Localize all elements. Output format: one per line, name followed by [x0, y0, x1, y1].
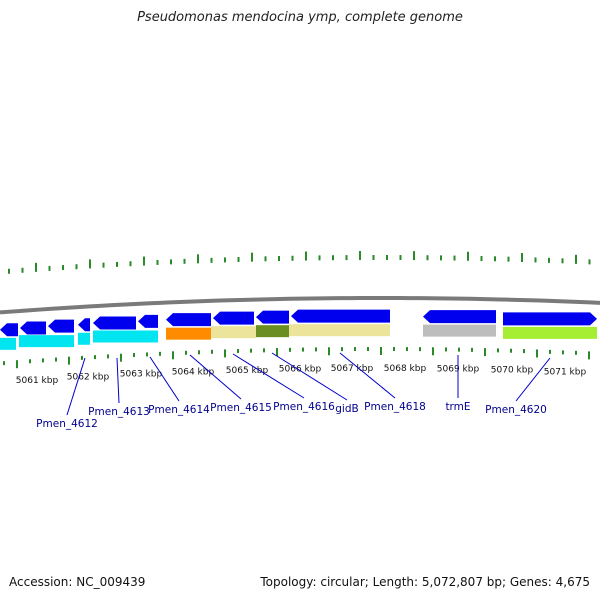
gene-label-leader [271, 352, 348, 401]
gene-feature-block[interactable] [503, 326, 597, 339]
gene-label[interactable]: Pmen_4613 [88, 406, 150, 418]
kbp-scale-label: 5063 kbp [120, 370, 163, 380]
forward-gene-arrow[interactable] [0, 323, 18, 337]
gene-label[interactable]: gidB [335, 403, 358, 415]
forward-gene-arrow[interactable] [423, 310, 496, 324]
accession-text: Accession: NC_009439 [9, 575, 146, 589]
gene-label[interactable]: Pmen_4616 [273, 401, 335, 413]
gene-feature-block[interactable] [423, 324, 496, 337]
forward-gene-arrow[interactable] [93, 316, 136, 330]
gene-label[interactable]: trmE [445, 401, 470, 413]
genome-backbone [0, 295, 600, 315]
gene-feature-block[interactable] [256, 325, 289, 338]
gene-label-leader [116, 357, 120, 404]
forward-gene-arrow[interactable] [213, 311, 254, 325]
gene-feature-block[interactable] [211, 326, 256, 339]
kbp-scale-label: 5066 kbp [279, 365, 322, 375]
kbp-scale-label: 5067 kbp [331, 364, 374, 374]
gene-label[interactable]: Pmen_4620 [485, 404, 547, 416]
forward-gene-arrow[interactable] [291, 309, 390, 323]
gene-label-leader [66, 357, 86, 416]
gene-label-leader [232, 353, 305, 399]
kbp-scale-label: 5068 kbp [384, 364, 427, 374]
kbp-scale-label: 5071 kbp [544, 367, 587, 377]
gene-feature-block[interactable] [0, 337, 16, 350]
kbp-scale-label: 5065 kbp [226, 366, 269, 376]
kbp-scale-label: 5070 kbp [491, 366, 534, 376]
forward-gene-arrow[interactable] [503, 312, 597, 326]
gene-label-leader [515, 357, 551, 402]
map-title: Pseudomonas mendocina ymp, complete geno… [137, 10, 463, 25]
forward-gene-arrow[interactable] [256, 310, 289, 324]
gene-feature-block[interactable] [289, 324, 390, 337]
forward-gene-arrow[interactable] [138, 314, 158, 328]
forward-gene-arrow[interactable] [48, 319, 74, 333]
gene-label-leader [149, 356, 180, 402]
forward-gene-arrow[interactable] [166, 313, 211, 327]
gene-label[interactable]: Pmen_4612 [36, 418, 98, 430]
genome-summary-text: Topology: circular; Length: 5,072,807 bp… [260, 575, 590, 589]
gene-feature-block[interactable] [93, 330, 158, 343]
forward-gene-arrow[interactable] [20, 321, 46, 335]
gene-label[interactable]: Pmen_4618 [364, 401, 426, 413]
forward-gene-arrow[interactable] [78, 318, 90, 332]
gene-label-leader [339, 352, 396, 399]
gene-feature-block[interactable] [166, 327, 211, 340]
kbp-scale-label: 5064 kbp [172, 367, 215, 377]
gene-feature-block[interactable] [78, 332, 90, 345]
gene-label-leader [189, 354, 242, 400]
gene-feature-block[interactable] [19, 335, 74, 348]
gene-label[interactable]: Pmen_4615 [210, 402, 272, 414]
kbp-scale-label: 5062 kbp [67, 373, 110, 383]
kbp-scale-label: 5061 kbp [16, 376, 59, 386]
gene-label[interactable]: Pmen_4614 [148, 404, 210, 416]
